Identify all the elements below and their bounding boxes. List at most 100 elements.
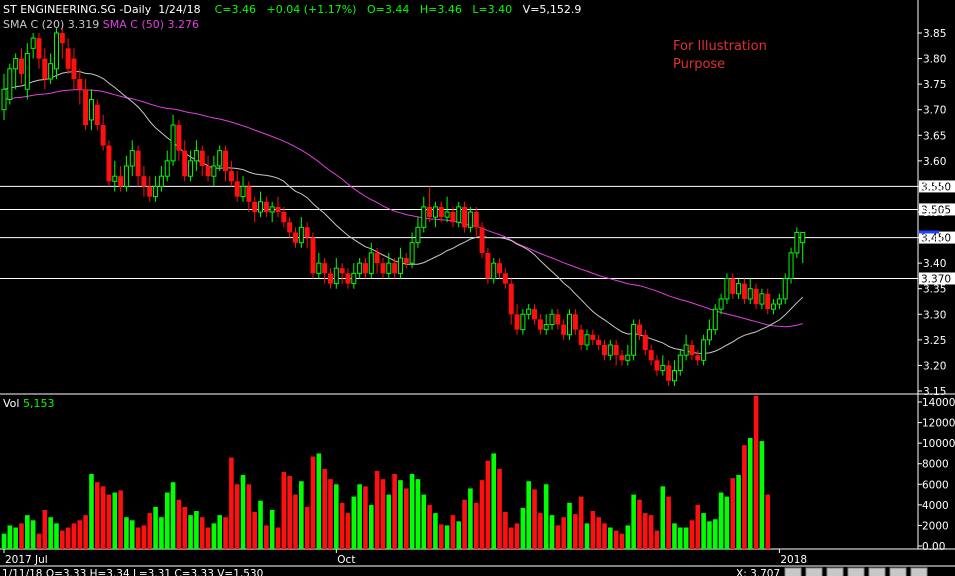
volume-bar xyxy=(25,515,30,549)
volume-bar xyxy=(584,523,590,549)
candle-up xyxy=(269,206,275,213)
candle-down xyxy=(601,344,607,356)
volume-bar xyxy=(421,494,427,549)
candle-up xyxy=(607,344,613,356)
candle-up xyxy=(409,242,415,264)
volume-bar xyxy=(176,499,182,549)
volume-bar xyxy=(485,460,491,549)
volume-bar xyxy=(514,523,520,549)
volume-bar xyxy=(345,513,351,549)
candle-down xyxy=(182,150,188,177)
candle-down xyxy=(392,263,398,274)
volume-bar xyxy=(491,453,497,549)
current-price-marker xyxy=(919,230,939,234)
volume-bar xyxy=(380,479,386,549)
volume-bar xyxy=(701,513,706,549)
price-axis: 3.85 3.80 3.75 3.70 3.65 3.60 3.55 3.50 3.45 3.40… xyxy=(918,28,946,398)
volume-bar xyxy=(543,484,549,549)
candle-down xyxy=(578,329,584,345)
candle-down xyxy=(380,263,386,274)
candle-down xyxy=(59,33,65,44)
volume-bar xyxy=(398,480,403,549)
toolbar-icon xyxy=(889,567,907,576)
volume-bar xyxy=(753,395,759,549)
candle-down xyxy=(42,58,48,80)
volume-bar xyxy=(100,486,106,549)
volume-bar xyxy=(328,479,333,549)
volume-bar xyxy=(42,510,48,549)
horizontal-levels[interactable]: 3.550 3.505 3.450 3.370 xyxy=(0,180,955,285)
candle-down xyxy=(147,186,153,197)
candle-down xyxy=(141,176,147,187)
price-tick-label: 3.30 xyxy=(923,309,946,321)
price-tick-label: 3.40 xyxy=(923,258,946,270)
volume-bar xyxy=(135,527,141,549)
candle-down xyxy=(695,355,701,361)
candle-down xyxy=(94,104,100,126)
volume-tick-label: 8000 xyxy=(922,459,949,471)
volume-bar xyxy=(625,525,631,549)
volume-bar xyxy=(631,494,636,549)
candlestick-series[interactable] xyxy=(1,27,806,386)
volume-bar xyxy=(532,489,537,549)
date-tick-label: 2018 xyxy=(780,554,807,566)
candle-up xyxy=(625,354,631,361)
candle-up xyxy=(747,288,753,300)
volume-bar xyxy=(334,484,339,549)
volume-bar xyxy=(275,527,281,549)
price-tick-label: 3.70 xyxy=(923,105,946,117)
sma20-value: 3.319 xyxy=(67,18,100,31)
volume-bar xyxy=(409,474,415,549)
bottom-status-strip: 1/11/18 O=3.33 H=3.34 L=3.31 C=3.33 V=1,… xyxy=(2,567,928,576)
volume-bar xyxy=(159,517,164,549)
volume-bar xyxy=(60,530,65,549)
toolbar-icon xyxy=(847,567,865,576)
candle-down xyxy=(327,273,333,284)
volume-series[interactable] xyxy=(1,395,771,549)
volume-bar xyxy=(229,457,234,549)
candle-down xyxy=(654,360,660,371)
price-tick-label: 3.45 xyxy=(923,233,946,245)
toolbar-icon xyxy=(805,567,823,576)
symbol-label: ST ENGINEERING.SG -Daily xyxy=(3,3,152,16)
volume-bar xyxy=(1,533,7,549)
level-label-box xyxy=(919,231,955,244)
candle-up xyxy=(712,308,718,331)
close-label: C=3.46 xyxy=(214,3,257,16)
candle-down xyxy=(450,212,456,223)
volume-bar xyxy=(392,474,397,549)
candle-up xyxy=(467,211,473,228)
candle-up xyxy=(170,124,176,162)
candle-down xyxy=(176,125,182,151)
candle-up xyxy=(771,303,777,310)
volume-bar xyxy=(36,533,42,549)
candle-up xyxy=(24,52,30,90)
candle-up xyxy=(30,37,36,49)
volume-bar xyxy=(608,527,613,549)
candle-up xyxy=(776,298,782,305)
price-header: ST ENGINEERING.SG -Daily 1/24/18 C=3.46 … xyxy=(3,3,581,16)
candle-down xyxy=(362,263,368,274)
candle-up xyxy=(683,344,689,356)
volume-bar xyxy=(596,517,601,549)
volume-bar xyxy=(643,513,648,549)
volume-bar xyxy=(124,517,129,549)
candle-up xyxy=(491,262,497,279)
candle-down xyxy=(765,293,771,310)
volume-bar xyxy=(264,525,269,549)
volume-bar xyxy=(538,513,543,549)
volume-bar xyxy=(561,517,566,549)
volume-bar xyxy=(310,456,316,549)
price-tick-label: 3.15 xyxy=(923,386,946,398)
candle-down xyxy=(497,263,503,274)
volume-bar xyxy=(240,475,246,549)
volume-bar xyxy=(497,468,502,549)
candle-down xyxy=(613,344,619,356)
volume-axis: 14000 12000 10000 8000 6000 4000 2000 0.00 xyxy=(918,397,955,553)
volume-bar xyxy=(712,519,718,549)
candle-up xyxy=(7,68,13,100)
candle-up xyxy=(13,58,19,70)
candle-up xyxy=(549,313,555,326)
candle-up xyxy=(543,324,549,331)
candle-down xyxy=(287,222,293,233)
